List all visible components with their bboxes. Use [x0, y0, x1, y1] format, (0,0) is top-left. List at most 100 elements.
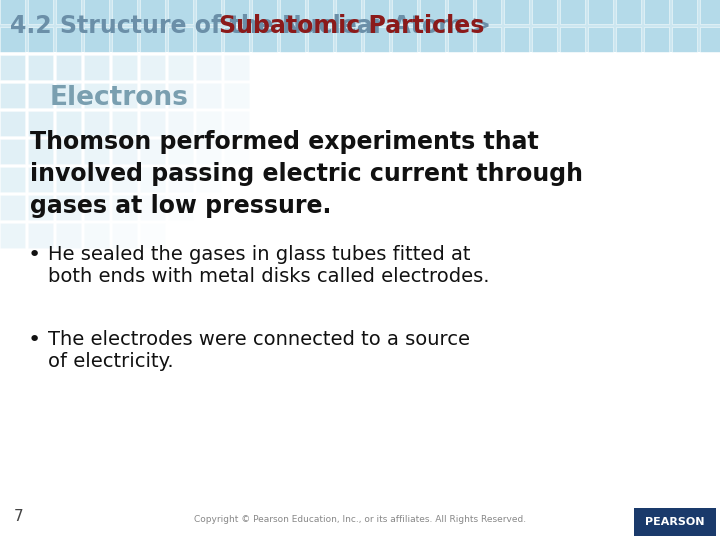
Bar: [560, 27, 585, 52]
Bar: [224, 139, 249, 164]
Bar: [140, 139, 165, 164]
Bar: [420, 27, 445, 52]
Bar: [336, 27, 361, 52]
Bar: [364, 0, 389, 24]
Text: of electricity.: of electricity.: [48, 352, 174, 371]
Bar: [532, 0, 557, 24]
Bar: [28, 195, 53, 220]
Bar: [168, 195, 193, 220]
Bar: [112, 83, 137, 108]
Bar: [224, 223, 249, 248]
Bar: [84, 167, 109, 192]
Text: 4.2 Structure of the Nuclear Atom >: 4.2 Structure of the Nuclear Atom >: [10, 14, 500, 38]
Bar: [0, 167, 25, 192]
Bar: [336, 0, 361, 24]
Bar: [0, 55, 25, 80]
Bar: [168, 111, 193, 136]
Bar: [28, 111, 53, 136]
Text: Copyright © Pearson Education, Inc., or its affiliates. All Rights Reserved.: Copyright © Pearson Education, Inc., or …: [194, 515, 526, 524]
Bar: [224, 83, 249, 108]
Bar: [476, 27, 501, 52]
Bar: [140, 195, 165, 220]
Bar: [308, 0, 333, 24]
Bar: [616, 0, 641, 24]
Bar: [112, 55, 137, 80]
Bar: [224, 111, 249, 136]
Bar: [84, 223, 109, 248]
Bar: [224, 0, 249, 24]
Bar: [56, 83, 81, 108]
Bar: [168, 167, 193, 192]
Text: •: •: [28, 245, 41, 265]
Bar: [700, 0, 720, 24]
Bar: [588, 0, 613, 24]
Bar: [224, 55, 249, 80]
Bar: [672, 0, 697, 24]
Bar: [56, 167, 81, 192]
Bar: [392, 27, 417, 52]
Bar: [0, 83, 25, 108]
Bar: [420, 0, 445, 24]
Bar: [616, 27, 641, 52]
Text: both ends with metal disks called electrodes.: both ends with metal disks called electr…: [48, 267, 490, 286]
Bar: [140, 0, 165, 24]
Bar: [196, 111, 221, 136]
Bar: [672, 27, 697, 52]
Bar: [196, 55, 221, 80]
Bar: [168, 27, 193, 52]
Bar: [252, 0, 277, 24]
Bar: [634, 508, 716, 536]
Bar: [56, 55, 81, 80]
Bar: [56, 111, 81, 136]
Bar: [84, 55, 109, 80]
Bar: [56, 139, 81, 164]
Text: He sealed the gases in glass tubes fitted at: He sealed the gases in glass tubes fitte…: [48, 245, 470, 264]
Bar: [196, 223, 221, 248]
Bar: [112, 167, 137, 192]
Bar: [0, 0, 25, 24]
Bar: [0, 111, 25, 136]
Bar: [140, 223, 165, 248]
Bar: [112, 223, 137, 248]
Bar: [196, 139, 221, 164]
Bar: [448, 27, 473, 52]
Bar: [280, 0, 305, 24]
Bar: [140, 55, 165, 80]
Text: Subatomic Particles: Subatomic Particles: [219, 14, 484, 38]
Text: 7: 7: [14, 509, 24, 524]
Bar: [448, 0, 473, 24]
Bar: [56, 195, 81, 220]
Bar: [28, 223, 53, 248]
Bar: [28, 0, 53, 24]
Text: Electrons: Electrons: [50, 85, 189, 111]
Bar: [476, 0, 501, 24]
Bar: [0, 27, 25, 52]
Text: involved passing electric current through: involved passing electric current throug…: [30, 162, 583, 186]
Bar: [280, 27, 305, 52]
Bar: [140, 167, 165, 192]
Bar: [560, 0, 585, 24]
Bar: [196, 195, 221, 220]
Bar: [392, 0, 417, 24]
Bar: [112, 195, 137, 220]
Bar: [56, 223, 81, 248]
Bar: [224, 195, 249, 220]
Bar: [84, 83, 109, 108]
Bar: [140, 27, 165, 52]
Bar: [28, 167, 53, 192]
Bar: [504, 27, 529, 52]
Bar: [196, 0, 221, 24]
Bar: [56, 27, 81, 52]
Bar: [0, 195, 25, 220]
Bar: [196, 27, 221, 52]
Bar: [112, 111, 137, 136]
Bar: [588, 27, 613, 52]
Bar: [112, 139, 137, 164]
Bar: [140, 83, 165, 108]
Bar: [644, 0, 669, 24]
Bar: [224, 27, 249, 52]
Bar: [0, 0, 720, 52]
Bar: [252, 27, 277, 52]
Bar: [168, 83, 193, 108]
Bar: [84, 139, 109, 164]
